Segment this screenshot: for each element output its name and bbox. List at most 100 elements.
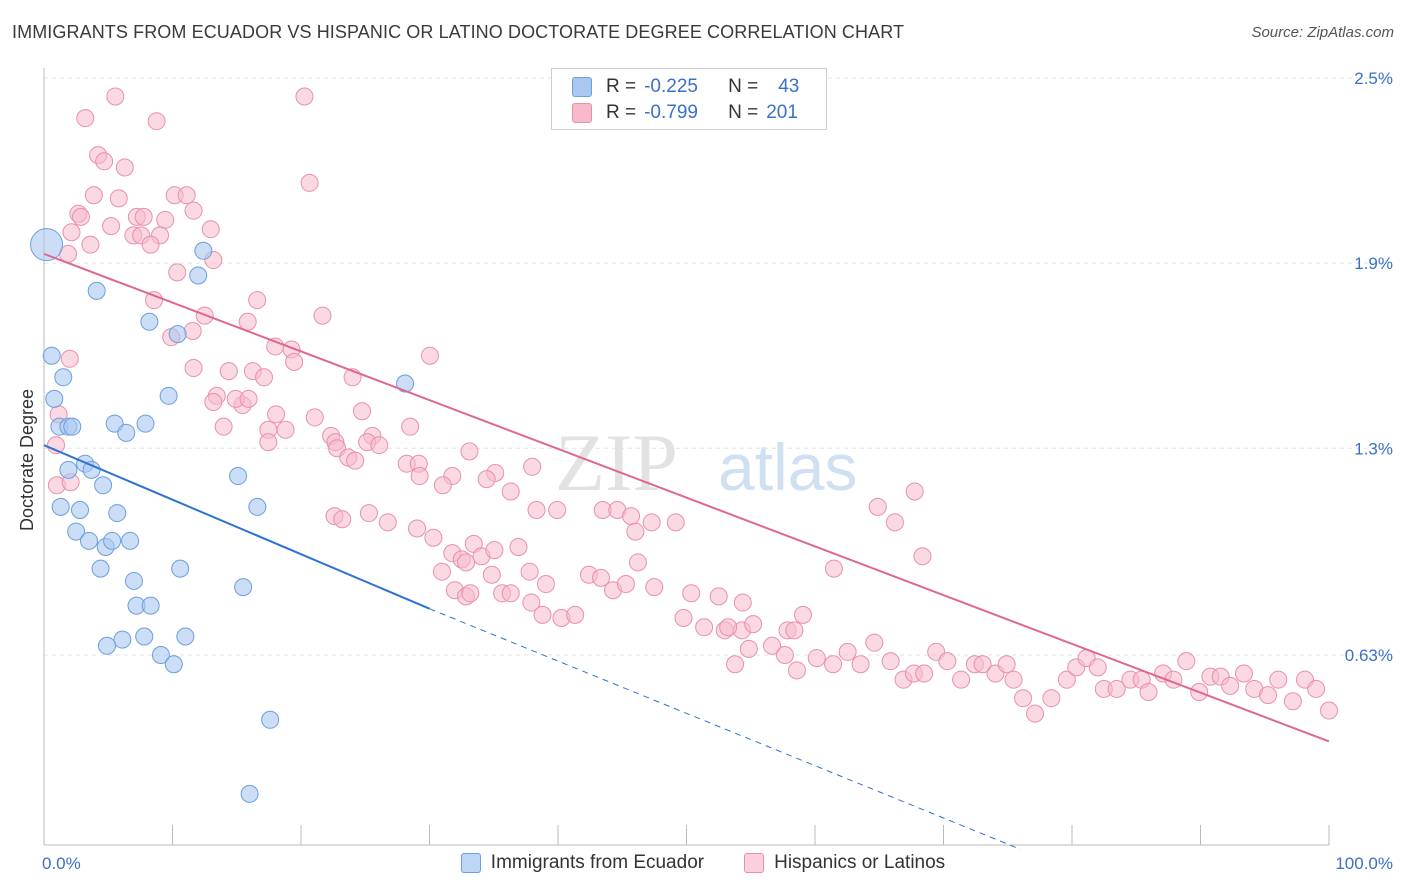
data-point-hispanics	[141, 235, 160, 254]
data-point-hispanics	[913, 547, 932, 566]
data-point-hispanics	[1014, 689, 1033, 708]
n-label: N =	[728, 102, 759, 123]
data-point-hispanics	[238, 312, 257, 331]
stats-swatch-ecuador	[572, 77, 592, 97]
data-point-hispanics	[666, 513, 685, 532]
data-point-hispanics	[824, 559, 843, 578]
data-point-hispanics	[1139, 683, 1158, 702]
r-label: R =	[606, 76, 637, 97]
data-point-hispanics	[501, 584, 520, 603]
data-point-hispanics	[566, 605, 585, 624]
data-point-hispanics	[115, 158, 134, 177]
data-point-ecuador	[240, 784, 259, 803]
data-point-hispanics	[266, 337, 285, 356]
data-point-ecuador	[91, 559, 110, 578]
data-point-hispanics	[370, 436, 389, 455]
data-point-hispanics	[763, 636, 782, 655]
data-point-hispanics	[81, 235, 100, 254]
data-point-hispanics	[485, 541, 504, 560]
y-tick-label: 1.9%	[1354, 254, 1393, 273]
data-point-hispanics	[401, 417, 420, 436]
series-ecuador	[30, 228, 415, 803]
n-value: 201	[766, 102, 798, 123]
data-point-hispanics	[84, 186, 103, 205]
data-point-hispanics	[501, 482, 520, 501]
legend-swatch-hispanics	[744, 853, 765, 873]
trend-lines	[43, 252, 1330, 850]
data-point-hispanics	[62, 223, 81, 242]
data-point-hispanics	[824, 655, 843, 674]
data-point-hispanics	[520, 562, 539, 581]
data-point-hispanics	[533, 605, 552, 624]
data-point-ecuador	[79, 531, 98, 550]
data-point-hispanics	[1177, 652, 1196, 671]
data-point-hispanics	[168, 263, 187, 282]
data-point-hispanics	[204, 392, 223, 411]
data-point-hispanics	[785, 621, 804, 640]
data-point-ecuador	[42, 346, 61, 365]
data-point-ecuador	[108, 504, 127, 523]
data-point-hispanics	[626, 522, 645, 541]
data-point-hispanics	[885, 513, 904, 532]
data-point-ecuador	[87, 281, 106, 300]
legend-item-hispanics[interactable]: Hispanics or Latinos	[744, 852, 945, 874]
data-point-ecuador	[248, 497, 267, 516]
data-point-hispanics	[726, 655, 745, 674]
data-point-hispanics	[807, 649, 826, 668]
data-point-hispanics	[147, 112, 166, 131]
data-point-ecuador	[136, 414, 155, 433]
data-point-hispanics	[952, 670, 971, 689]
data-point-hispanics	[239, 389, 258, 408]
data-point-hispanics	[548, 500, 567, 519]
data-point-ecuador	[67, 522, 86, 541]
data-point-ecuador	[124, 571, 143, 590]
tick-labels: 0.63% 1.3% 1.9% 2.5% 0.0% 100.0%	[42, 69, 1393, 873]
data-point-hispanics	[793, 605, 812, 624]
y-tick-label: 2.5%	[1354, 69, 1393, 88]
data-point-hispanics	[353, 402, 372, 421]
data-point-hispanics	[642, 513, 661, 532]
data-point-ecuador	[176, 627, 195, 646]
data-point-hispanics	[295, 87, 314, 106]
stats-row-ecuador: R = -0.225 N = 43	[572, 74, 799, 100]
legend-swatch-ecuador	[460, 853, 481, 873]
data-point-hispanics	[106, 87, 125, 106]
data-point-hispanics	[184, 201, 203, 220]
data-point-hispanics	[733, 593, 752, 612]
data-point-ecuador	[70, 500, 89, 519]
data-point-hispanics	[255, 368, 274, 387]
legend-label: Immigrants from Ecuador	[490, 852, 705, 873]
data-point-hispanics	[457, 553, 476, 572]
data-point-ecuador	[82, 460, 101, 479]
data-point-hispanics	[1057, 670, 1076, 689]
data-point-hispanics	[851, 655, 870, 674]
axes	[43, 68, 1330, 846]
watermark-zip: ZIP	[555, 417, 678, 508]
trend-line-hispanics	[43, 252, 1330, 743]
data-point-ecuador	[140, 312, 159, 331]
x-tick-label: 100.0%	[1335, 854, 1393, 873]
data-point-hispanics	[616, 575, 635, 594]
r-label: R =	[606, 102, 637, 123]
data-point-ecuador	[151, 646, 170, 664]
data-point-ecuador	[117, 423, 136, 442]
data-point-hispanics	[145, 291, 164, 310]
data-point-hispanics	[410, 467, 429, 486]
data-point-hispanics	[905, 482, 924, 501]
x-tick-label: 0.0%	[42, 854, 81, 873]
data-point-hispanics	[300, 173, 319, 192]
data-point-hispanics	[997, 655, 1016, 674]
data-point-hispanics	[1004, 670, 1023, 689]
data-point-hispanics	[674, 608, 693, 627]
data-point-hispanics	[744, 615, 763, 634]
legend-item-ecuador[interactable]: Immigrants from Ecuador	[460, 852, 705, 874]
data-point-hispanics	[739, 639, 758, 658]
data-point-hispanics	[1026, 704, 1045, 723]
data-point-hispanics	[214, 417, 233, 436]
watermark-atlas: atlas	[718, 430, 857, 504]
data-point-hispanics	[359, 504, 378, 523]
r-value: -0.225	[644, 76, 698, 97]
data-point-hispanics	[109, 189, 128, 208]
trend-line-ecuador	[43, 444, 430, 610]
data-point-hispanics	[522, 593, 541, 612]
